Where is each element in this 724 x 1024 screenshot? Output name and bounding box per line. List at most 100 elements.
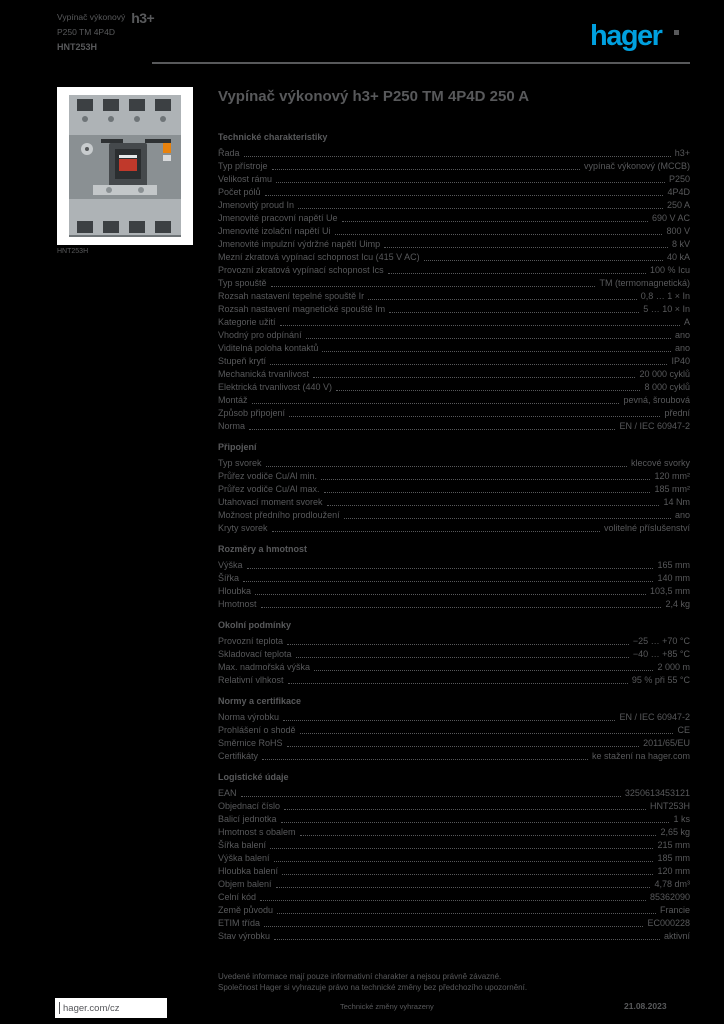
spec-label: Šířka balení	[218, 840, 267, 850]
spec-section: Připojení Typ svorek klecové svorky Průřez …	[218, 442, 690, 535]
spec-value: pevná, šroubová	[623, 395, 690, 405]
dotted-leader	[270, 848, 654, 849]
spec-label: Utahovací moment svorek	[218, 497, 323, 507]
dotted-leader	[249, 429, 616, 430]
spec-value: vypínač výkonový (MCCB)	[583, 161, 690, 171]
spec-label: Hloubka	[218, 586, 252, 596]
spec-row: Montáž pevná, šroubová	[218, 394, 690, 407]
spec-row: Hloubka 103,5 mm	[218, 585, 690, 598]
spec-label: Certifikáty	[218, 751, 259, 761]
dotted-leader	[275, 887, 651, 888]
spec-row: Jmenovitý proud In 250 A	[218, 199, 690, 212]
footer-website-link[interactable]: hager.com/cz	[55, 998, 167, 1018]
spec-value: 20 000 cyklů	[639, 369, 690, 379]
spec-value: 4P4D	[667, 187, 690, 197]
dotted-leader	[264, 926, 644, 927]
dotted-leader	[260, 607, 662, 608]
spec-label: Hmotnost	[218, 599, 257, 609]
spec-row: Výška 165 mm	[218, 559, 690, 572]
spec-value: 5 … 10 × In	[643, 304, 690, 314]
page-title: Vypínač výkonový h3+ P250 TM 4P4D 250 A	[218, 88, 530, 105]
spec-row: Typ přístroje vypínač výkonový (MCCB)	[218, 160, 690, 173]
spec-value: −25 … +70 °C	[632, 636, 690, 646]
spec-row: Norma výrobku EN / IEC 60947-2	[218, 711, 690, 724]
range-badge: h3+	[131, 10, 155, 26]
section-heading: Technické charakteristiky	[218, 132, 328, 142]
spec-row: Celní kód 85362090	[218, 891, 690, 904]
header-subtitle: P250 TM 4P4D	[57, 27, 115, 37]
spec-label: Mezní zkratová vypínací schopnost Icu (4…	[218, 252, 420, 262]
dotted-leader	[273, 861, 654, 862]
spec-label: Velikost rámu	[218, 174, 273, 184]
spec-label: Možnost předního prodloužení	[218, 510, 340, 520]
spec-label: Norma výrobku	[218, 712, 280, 722]
dotted-leader	[322, 351, 671, 352]
dotted-leader	[336, 390, 641, 391]
dotted-leader	[280, 822, 670, 823]
spec-row: Počet pólů 4P4D	[218, 186, 690, 199]
spec-section: Okolní podmínky Provozní teplota −25 … +70…	[218, 620, 690, 687]
section-heading: Logistické údaje	[218, 772, 289, 782]
spec-label: Jmenovitý proud In	[218, 200, 295, 210]
spec-row: Jmenovité impulzní výdržné napětí Uimp 8 …	[218, 238, 690, 251]
spec-label: Kategorie užití	[218, 317, 276, 327]
spec-label: Prohlášení o shodě	[218, 725, 296, 735]
spec-row: Země původu Francie	[218, 904, 690, 917]
spec-label: Typ přístroje	[218, 161, 268, 171]
spec-section: Technické charakteristiky Řada h3+ Typ přís…	[218, 132, 690, 433]
legal-note: Uvedené informace mají pouze informativn…	[218, 971, 690, 993]
spec-label: Jmenovité izolační napětí Ui	[218, 226, 331, 236]
spec-section: Logistické údaje EAN 3250613453121 Objednac…	[218, 772, 690, 943]
spec-label: Max. nadmořská výška	[218, 662, 311, 672]
spec-row: Utahovací moment svorek 14 Nm	[218, 496, 690, 509]
spec-value: 3250613453121	[624, 788, 690, 798]
dotted-leader	[323, 492, 651, 493]
spec-row: Objednací číslo HNT253H	[218, 800, 690, 813]
spec-row: Relativní vlhkost 95 % při 55 °C	[218, 674, 690, 687]
spec-row: Hmotnost 2,4 kg	[218, 598, 690, 611]
spec-label: Řada	[218, 148, 240, 158]
spec-label: Provozní teplota	[218, 636, 284, 646]
spec-value: EN / IEC 60947-2	[619, 712, 690, 722]
spec-value: 103,5 mm	[649, 586, 690, 596]
spec-label: Relativní vlhkost	[218, 675, 284, 685]
dotted-leader	[368, 299, 637, 300]
spec-value: 40 kA	[666, 252, 690, 262]
spec-value: 2011/65/EU	[643, 738, 690, 748]
spec-value: klecové svorky	[630, 458, 690, 468]
spec-label: Průřez vodiče Cu/Al min.	[218, 471, 318, 481]
spec-row: Objem balení 4,78 dm³	[218, 878, 690, 891]
spec-row: Jmenovité pracovní napětí Ue 690 V AC	[218, 212, 690, 225]
spec-value: h3+	[674, 148, 690, 158]
spec-label: Výška balení	[218, 853, 270, 863]
spec-row: Směrnice RoHS 2011/65/EU	[218, 737, 690, 750]
spec-value: 690 V AC	[651, 213, 690, 223]
spec-label: Jmenovité impulzní výdržné napětí Uimp	[218, 239, 381, 249]
spec-value: 85362090	[649, 892, 690, 902]
dotted-leader	[251, 403, 620, 404]
dotted-leader	[262, 759, 588, 760]
dotted-leader	[283, 720, 616, 721]
spec-label: Kryty svorek	[218, 523, 268, 533]
spec-value: 95 % při 55 °C	[631, 675, 690, 685]
spec-label: ETIM třída	[218, 918, 261, 928]
dotted-leader	[289, 416, 661, 417]
legal-note-line2: Společnost Hager si vyhrazuje právo na t…	[218, 983, 528, 992]
spec-value: 0,8 … 1 × In	[640, 291, 690, 301]
spec-label: Skladovací teplota	[218, 649, 292, 659]
spec-value: 250 A	[666, 200, 690, 210]
spec-value: 140 mm	[657, 573, 690, 583]
photo-caption: HNT253H	[57, 248, 89, 255]
dotted-leader	[284, 809, 646, 810]
dotted-leader	[313, 377, 636, 378]
spec-value: 2 000 m	[657, 662, 690, 672]
doc-type-label: Vypínač výkonový	[57, 12, 126, 22]
dotted-leader	[255, 594, 646, 595]
spec-value: 185 mm²	[654, 484, 690, 494]
spec-row: Možnost předního prodloužení ano	[218, 509, 690, 522]
spec-row: Řada h3+	[218, 147, 690, 160]
header-divider	[152, 62, 690, 64]
dotted-leader	[334, 234, 663, 235]
dotted-leader	[389, 312, 640, 313]
dotted-leader	[265, 466, 627, 467]
